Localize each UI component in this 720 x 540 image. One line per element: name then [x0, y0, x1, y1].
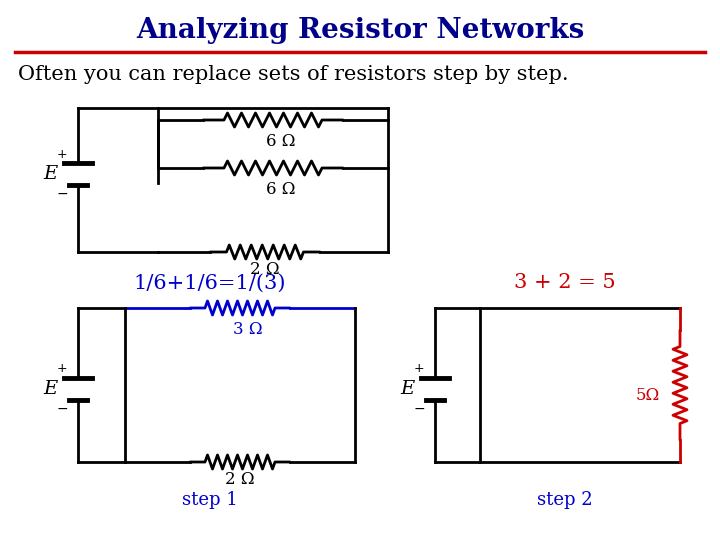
Text: 3 + 2 = 5: 3 + 2 = 5 [514, 273, 616, 293]
Text: 3 Ω: 3 Ω [233, 321, 263, 339]
Text: E: E [44, 380, 58, 398]
Text: 6 Ω: 6 Ω [266, 181, 296, 199]
Text: Analyzing Resistor Networks: Analyzing Resistor Networks [136, 17, 584, 44]
Text: Often you can replace sets of resistors step by step.: Often you can replace sets of resistors … [18, 64, 569, 84]
Text: −: − [413, 402, 425, 416]
Text: 2 Ω: 2 Ω [225, 471, 255, 489]
Text: +: + [57, 362, 67, 375]
Text: step 1: step 1 [182, 491, 238, 509]
Text: −: − [56, 187, 68, 201]
Text: step 2: step 2 [537, 491, 593, 509]
Text: 2 Ω: 2 Ω [250, 261, 280, 279]
Text: 5Ω: 5Ω [636, 387, 660, 403]
Text: 1/6+1/6=1/(3): 1/6+1/6=1/(3) [134, 273, 287, 293]
Text: E: E [44, 165, 58, 183]
Text: E: E [401, 380, 415, 398]
Text: +: + [57, 147, 67, 160]
Text: +: + [414, 362, 424, 375]
Text: 6 Ω: 6 Ω [266, 133, 296, 151]
Text: −: − [56, 402, 68, 416]
